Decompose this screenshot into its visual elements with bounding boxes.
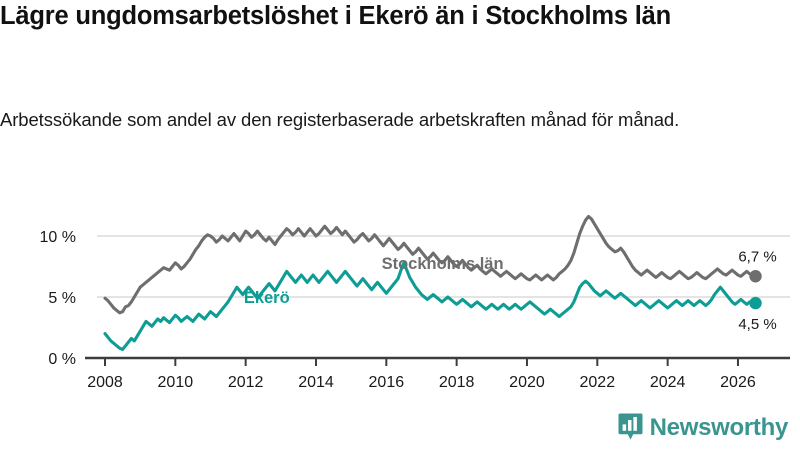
chart-subtitle: Arbetssökande som andel av den registerb… bbox=[0, 109, 680, 130]
x-axis-tick-label: 2018 bbox=[439, 374, 475, 391]
series-label-stockholms-l-n: Stockholms län bbox=[382, 255, 504, 273]
series-line-eker- bbox=[103, 261, 758, 352]
x-axis-tick-label: 2010 bbox=[158, 374, 194, 391]
series-label-eker-: Ekerö bbox=[244, 289, 290, 307]
series-end-dot bbox=[749, 270, 762, 283]
x-axis-tick-label: 2020 bbox=[509, 374, 545, 391]
x-axis-tick-label: 2012 bbox=[228, 374, 264, 391]
x-axis-tick-label: 2024 bbox=[650, 374, 686, 391]
newsworthy-logo[interactable]: Newsworthy bbox=[618, 413, 788, 442]
x-axis-tick-label: 2014 bbox=[298, 374, 334, 391]
bar-chart-speech-bubble-icon bbox=[618, 413, 643, 440]
x-axis-tick-label: 2016 bbox=[369, 374, 405, 391]
y-axis-tick-label: 5 % bbox=[48, 290, 76, 307]
x-axis-tick-label: 2008 bbox=[87, 374, 123, 391]
page-title: Lägre ungdomsarbetslöshet i Ekerö än i S… bbox=[0, 2, 671, 30]
series-line-stockholms-l-n bbox=[103, 214, 758, 315]
series-end-dot bbox=[749, 296, 762, 310]
x-axis-tick-label: 2026 bbox=[720, 374, 756, 391]
series-end-value-label: 4,5 % bbox=[738, 316, 776, 333]
chart-svg: 0 % 5 % 10 % 2008 2010 2012 2014 2016 2018 2020 20… bbox=[40, 214, 790, 391]
y-axis-tick-label: 0 % bbox=[48, 351, 76, 368]
y-axis-tick-label: 10 % bbox=[40, 229, 76, 246]
series-end-value-label: 6,7 % bbox=[738, 248, 776, 265]
x-axis-tick-label: 2022 bbox=[580, 374, 616, 391]
line-chart: 0 % 5 % 10 % 2008 2010 2012 2014 2016 2018 2020 20… bbox=[0, 195, 800, 395]
logo-wordmark: Newsworthy bbox=[649, 413, 789, 441]
